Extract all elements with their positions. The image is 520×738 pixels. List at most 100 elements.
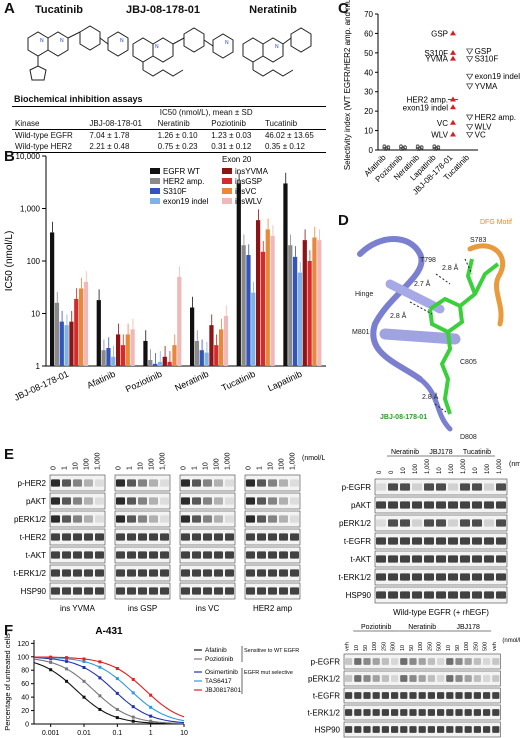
blot-band [138, 551, 147, 559]
blot-band [203, 533, 212, 541]
svg-text:N: N [40, 38, 44, 44]
legend-swatch [150, 178, 160, 184]
y-tick-label: 60 [364, 29, 373, 38]
legend-label: Poziotinib [205, 656, 234, 663]
blot-band [203, 515, 212, 523]
dose-label: 1,000 [225, 452, 232, 470]
blot-band [84, 533, 93, 541]
dose-label: veh [492, 642, 498, 651]
blot-band [345, 675, 353, 682]
blot-band [484, 573, 494, 581]
point-label: VC [475, 130, 486, 139]
dose-label: 100 [279, 458, 286, 470]
blot-band [492, 692, 500, 699]
dose-label: 1 [62, 466, 69, 470]
blot-band [376, 501, 386, 509]
blot-band [460, 555, 470, 563]
dose-label: 0 [181, 466, 188, 470]
blot-band [345, 658, 353, 665]
blot-band [473, 675, 481, 682]
drug-label: JBJ178 [457, 624, 480, 631]
blot-band [496, 501, 506, 509]
data-point [131, 705, 135, 709]
blot-band [388, 573, 398, 581]
data-point [49, 668, 53, 672]
table-row: Wild-type EGFR 7.04 ± 1.78 1.26 ± 0.10 1… [12, 130, 326, 142]
blot-band [214, 569, 223, 577]
data-point [399, 145, 403, 149]
dose-label: 10 [437, 467, 443, 474]
point-label: GSP [431, 29, 448, 38]
blot-band [192, 533, 201, 541]
dose-label: 100 [149, 458, 156, 470]
label-ligand: JBJ-08-178-01 [380, 414, 427, 421]
blot-band [138, 515, 147, 523]
dose-label: 1,000 [160, 452, 167, 470]
blot-band [354, 658, 362, 665]
blot-band [391, 675, 399, 682]
blot-band [116, 497, 125, 505]
panel-label-b: B [4, 148, 15, 165]
x-tick-label: 10 [180, 730, 188, 737]
bar [64, 325, 69, 366]
blot-band [214, 497, 223, 505]
blot-band [257, 515, 266, 523]
blot-row-label: pERK1/2 [339, 519, 372, 528]
blot-band [496, 591, 506, 599]
blot-strip [343, 653, 501, 670]
blot-row-label: pERK1/2 [308, 675, 341, 684]
category-label: Poziotinib [124, 369, 164, 395]
blot-band [437, 726, 445, 733]
blot-row-label: t-ERK1/2 [308, 709, 341, 718]
category-label: JBJ-08-178-01 [12, 369, 70, 403]
blot-band [472, 537, 482, 545]
blot-band [436, 555, 446, 563]
label-c805: C805 [460, 359, 477, 366]
blot-band [51, 497, 60, 505]
blot-band [483, 709, 491, 716]
blot-band [412, 483, 422, 491]
blot-band [116, 515, 125, 523]
svg-text:N: N [155, 44, 159, 50]
bar [120, 345, 126, 366]
dose-label: 10 [73, 462, 80, 470]
blot-band [138, 479, 147, 487]
distance-label: 2.8 Å [390, 311, 407, 320]
blot-band [192, 551, 201, 559]
blot-band [483, 692, 491, 699]
blot-band [192, 479, 201, 487]
col-header: JBJ-08-178-01 [86, 118, 155, 130]
blot-band [51, 479, 60, 487]
bar [69, 321, 74, 366]
blot-band [473, 658, 481, 665]
blot-band [268, 569, 277, 577]
y-axis-label: IC50 (nmol/L) [4, 231, 15, 292]
data-point [386, 146, 391, 150]
blot-band [127, 515, 136, 523]
blot-band [127, 533, 136, 541]
blot-band [160, 497, 169, 505]
blot-band [448, 573, 458, 581]
blot-band [225, 497, 234, 505]
col-kinase-header [12, 106, 87, 118]
unit-label: (nmol/L) [502, 638, 520, 644]
data-point [450, 119, 456, 125]
blot-band [214, 551, 223, 559]
western-blot-right: Neratinib JBJ178 Tucatinib (nmol/L) 0 0 10 100 1… [339, 449, 520, 617]
blot-band [464, 709, 472, 716]
blot-band [412, 555, 422, 563]
label-s783: S783 [470, 237, 486, 244]
blot-band [412, 501, 422, 509]
data-point [149, 721, 153, 725]
group-label: HER2 amp [253, 604, 293, 613]
blot-band [116, 533, 125, 541]
point-label: YVMA [475, 82, 498, 91]
bar [246, 255, 251, 366]
blot-band [492, 726, 500, 733]
data-point [149, 705, 153, 709]
bar [106, 348, 111, 366]
bar [83, 281, 89, 366]
chemical-structures: N N N N N N [27, 25, 312, 81]
blot-band [268, 551, 277, 559]
distance-label: 2.7 Å [414, 279, 431, 288]
